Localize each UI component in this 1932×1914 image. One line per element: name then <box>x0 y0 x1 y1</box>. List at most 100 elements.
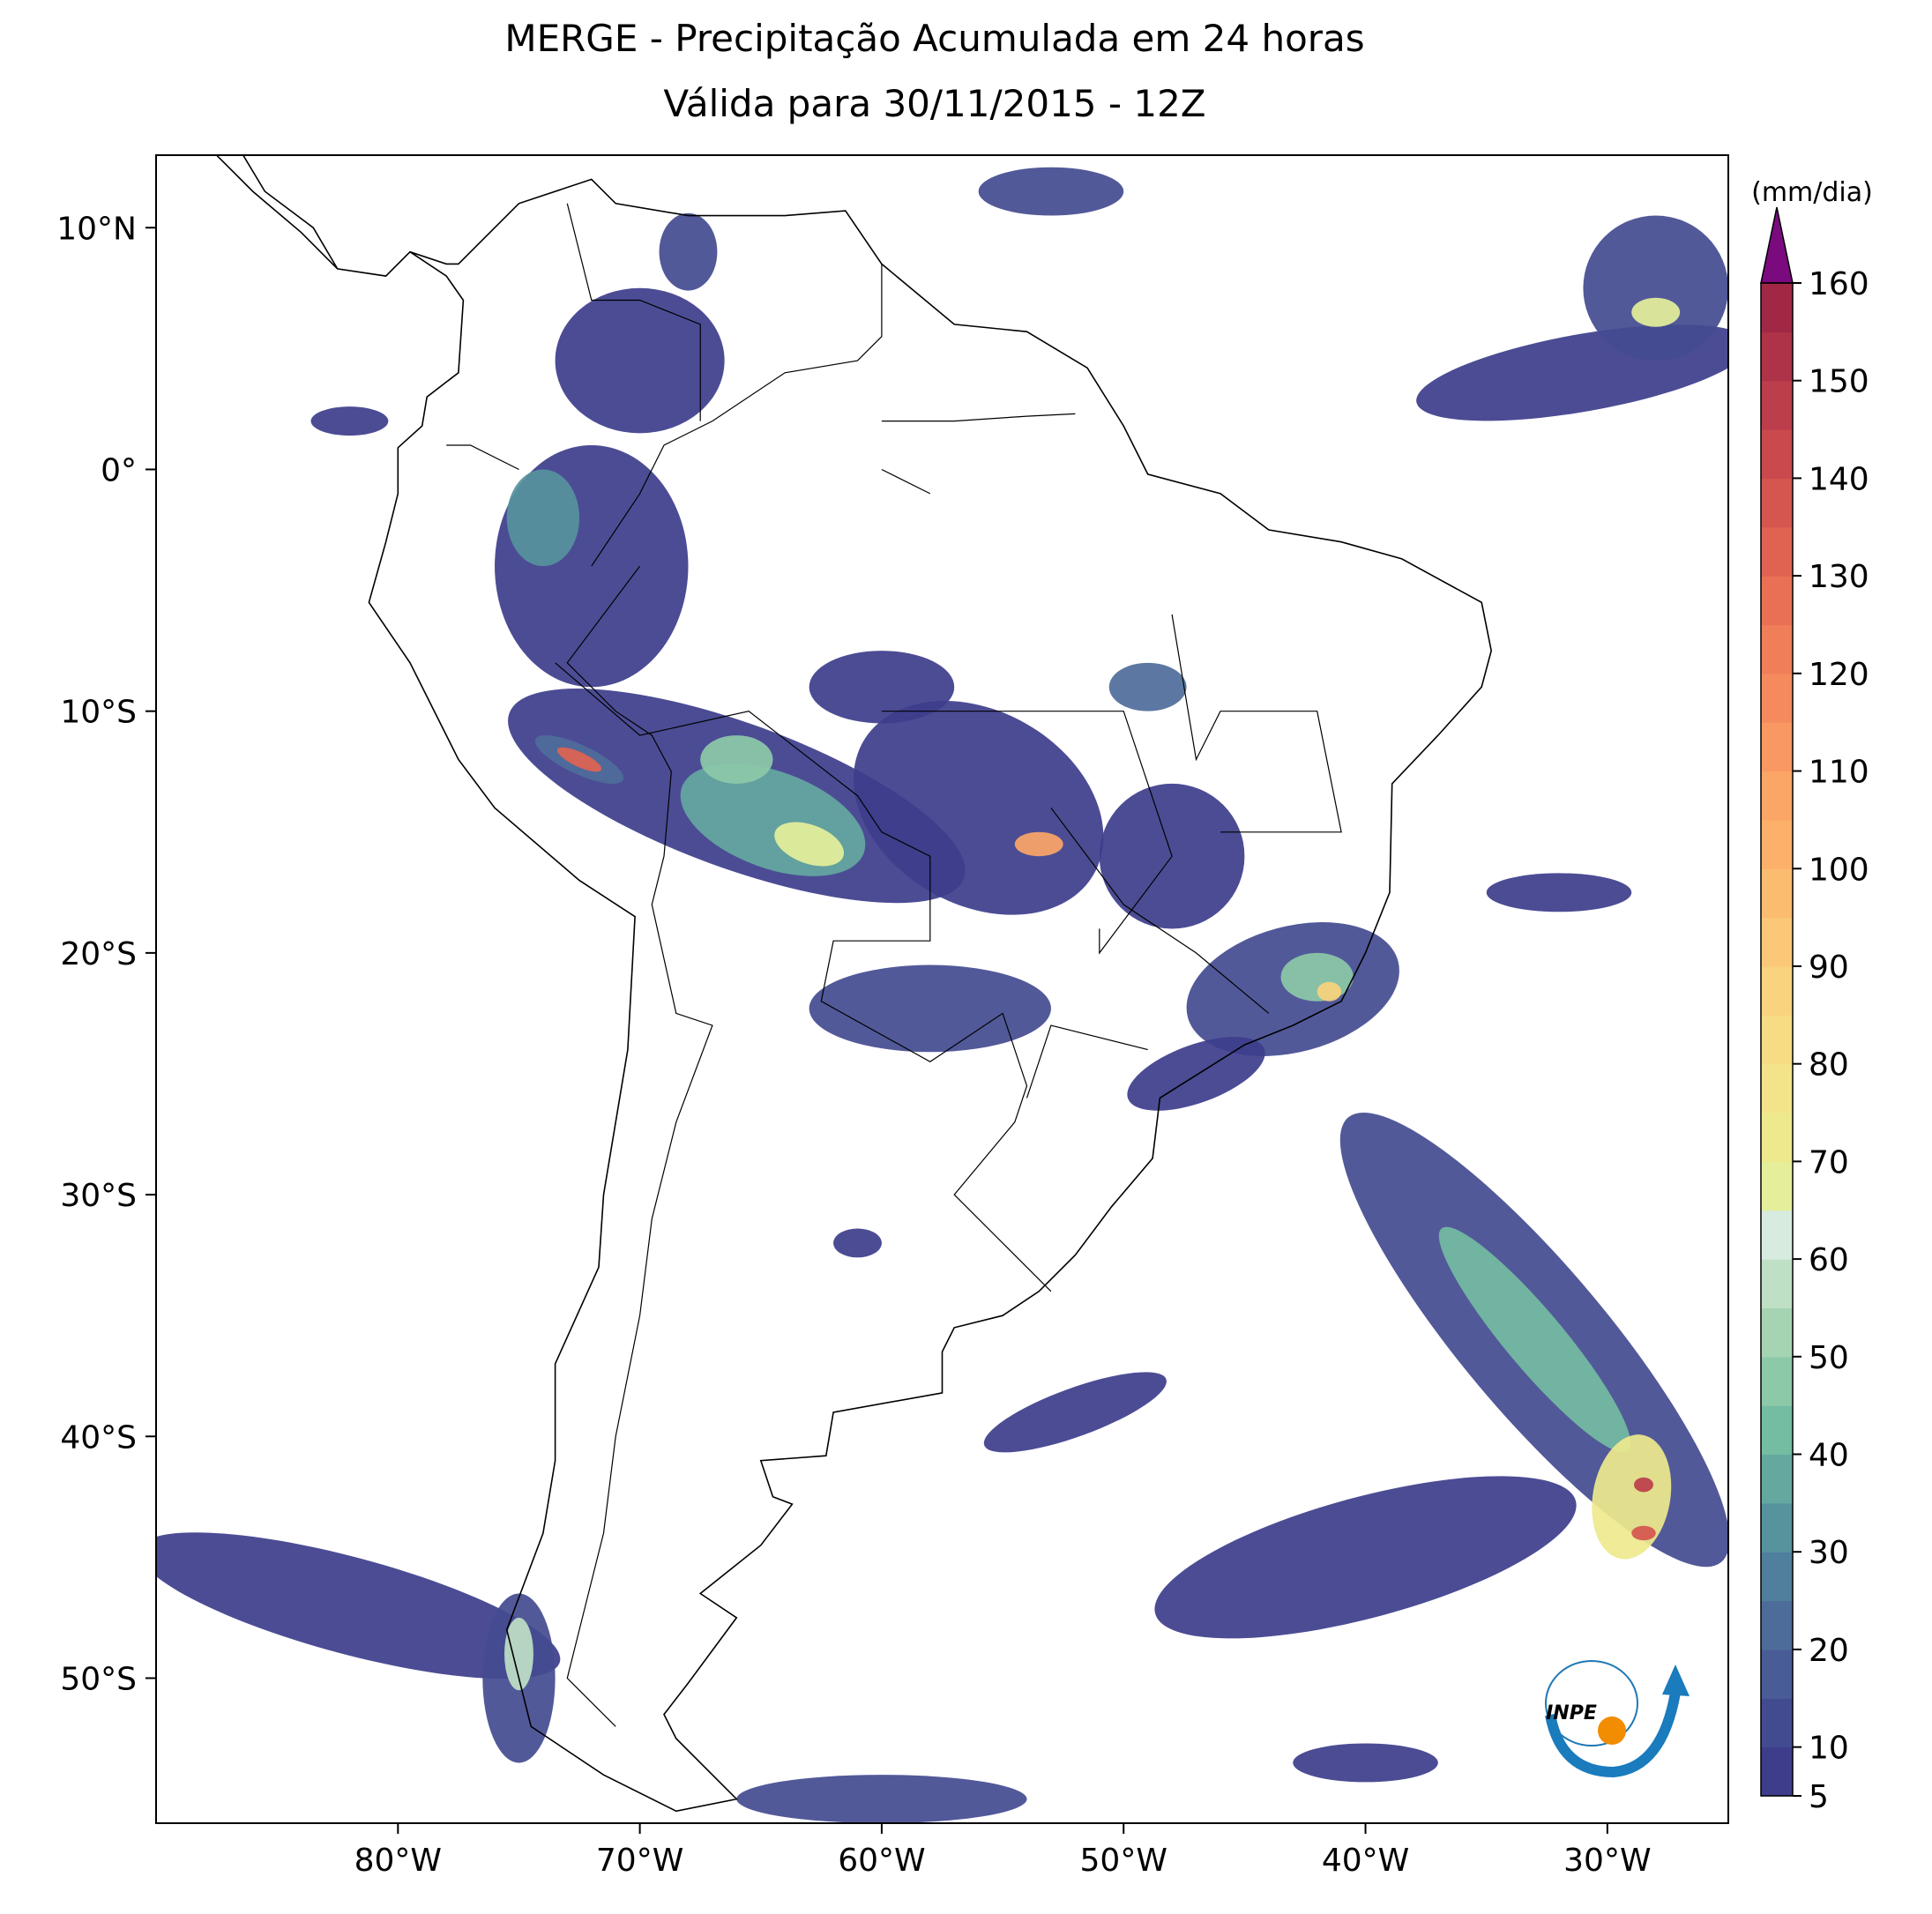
border <box>881 468 931 495</box>
y-tick-label: 20°S <box>60 936 137 972</box>
colorbar-band <box>1761 1600 1793 1650</box>
y-tick-label: 10°N <box>56 211 137 247</box>
x-tick-label: 40°W <box>1322 1843 1409 1879</box>
y-tick-label: 0° <box>101 452 137 488</box>
precipitation-area <box>1583 215 1728 361</box>
precipitation-area <box>809 964 1051 1053</box>
colorbar-band <box>1761 1356 1793 1406</box>
border <box>566 203 701 421</box>
precipitation-layer <box>156 167 1728 1823</box>
precipitation-area <box>156 1532 561 1679</box>
colorbar-band <box>1761 331 1793 382</box>
colorbar-band <box>1761 526 1793 577</box>
colorbar-band <box>1761 917 1793 967</box>
x-tick-label: 30°W <box>1563 1843 1651 1879</box>
border <box>566 565 713 1727</box>
colorbar-band <box>1761 1113 1793 1162</box>
colorbar-band <box>1761 1405 1793 1456</box>
map-frame <box>155 154 1729 1824</box>
precipitation-area <box>1108 662 1187 711</box>
colorbar-band <box>1761 1502 1793 1553</box>
border <box>555 662 1052 1292</box>
y-tick-label: 50°S <box>60 1661 137 1697</box>
colorbar-tick-label: 20 <box>1809 1633 1849 1669</box>
y-tick-label: 10°S <box>60 695 137 731</box>
x-tick-label: 50°W <box>1080 1843 1167 1879</box>
colorbar-band <box>1761 478 1793 528</box>
chart-subtitle: Válida para 30/11/2015 - 12Z <box>663 82 1205 125</box>
y-tick-label: 30°S <box>60 1178 137 1214</box>
colorbar-band <box>1761 1552 1793 1602</box>
colorbar-band <box>1761 624 1793 674</box>
precipitation-area <box>736 1775 1027 1823</box>
colorbar-tick-label: 160 <box>1809 266 1869 302</box>
precipitation-area <box>310 406 389 436</box>
colorbar-band <box>1761 380 1793 430</box>
logo-text: INPE <box>1546 1702 1597 1724</box>
precipitation-area <box>506 469 580 567</box>
colorbar-band <box>1761 868 1793 919</box>
border <box>1050 807 1270 1014</box>
precipitation-area <box>1631 297 1681 327</box>
colorbar-frame <box>1760 282 1794 1797</box>
colorbar-tick-label: 70 <box>1809 1144 1849 1180</box>
precipitation-area <box>504 1617 533 1691</box>
colorbar-label: (mm/dia) <box>1751 177 1873 208</box>
precipitation-area <box>853 701 1104 915</box>
border <box>1026 1024 1148 1099</box>
precipitation-area <box>659 212 718 291</box>
logo-dot <box>1598 1717 1626 1745</box>
colorbar-band <box>1761 673 1793 723</box>
border <box>1171 614 1342 833</box>
colorbar-band <box>1761 1161 1793 1211</box>
precipitation-area <box>555 287 725 434</box>
colorbar-band <box>1761 771 1793 821</box>
logo-orbit <box>1545 1660 1638 1746</box>
border <box>881 413 1076 422</box>
colorbar-tick-label: 80 <box>1809 1047 1849 1084</box>
logo: INPE <box>1521 1616 1727 1822</box>
colorbar-tick-label: 120 <box>1809 657 1869 693</box>
precipitation-area <box>1014 831 1063 857</box>
border <box>591 264 883 567</box>
logo-arrow <box>1662 1665 1690 1696</box>
x-tick-label: 60°W <box>838 1843 925 1879</box>
x-tick-label: 80°W <box>354 1843 442 1879</box>
precipitation-area <box>1317 981 1342 1002</box>
precipitation-area <box>983 1372 1167 1453</box>
colorbar-band <box>1761 1454 1793 1504</box>
colorbar-tick-label: 50 <box>1809 1340 1849 1376</box>
precipitation-area <box>978 167 1124 216</box>
logo-arc <box>1545 1691 1681 1778</box>
colorbar-band <box>1761 1063 1793 1113</box>
precipitation-area <box>1438 1226 1631 1453</box>
colorbar-tick-label: 90 <box>1809 950 1849 986</box>
colorbar-band <box>1761 576 1793 626</box>
precipitation-area <box>1486 873 1632 912</box>
precipitation-area <box>1631 1525 1656 1541</box>
colorbar-band <box>1761 1698 1793 1748</box>
precipitation-area <box>1127 1037 1265 1111</box>
colorbar-tick-label: 40 <box>1809 1438 1849 1474</box>
colorbar-tick-label: 130 <box>1809 559 1869 595</box>
x-tick-label: 70°W <box>596 1843 683 1879</box>
precipitation-area <box>1154 1476 1577 1639</box>
colorbar-band <box>1761 1210 1793 1260</box>
colorbar-band <box>1761 819 1793 869</box>
precipitation-area <box>556 747 602 772</box>
colorbar-band <box>1761 1746 1793 1797</box>
precipitation-area <box>833 1228 882 1258</box>
precipitation-area <box>700 735 773 784</box>
chart-title: MERGE - Precipitação Acumulada em 24 hor… <box>504 17 1364 60</box>
precipitation-area <box>809 651 955 724</box>
precipitation-area <box>1634 1477 1653 1493</box>
colorbar-tick-label: 100 <box>1809 852 1869 888</box>
colorbar-tick-label: 5 <box>1809 1779 1829 1815</box>
colorbar-band <box>1761 722 1793 772</box>
precipitation-area <box>1280 952 1354 1002</box>
border <box>446 444 519 471</box>
border <box>881 711 1173 955</box>
colorbar-tick-label: 10 <box>1809 1731 1849 1767</box>
colorbar-tick-label: 150 <box>1809 364 1869 400</box>
